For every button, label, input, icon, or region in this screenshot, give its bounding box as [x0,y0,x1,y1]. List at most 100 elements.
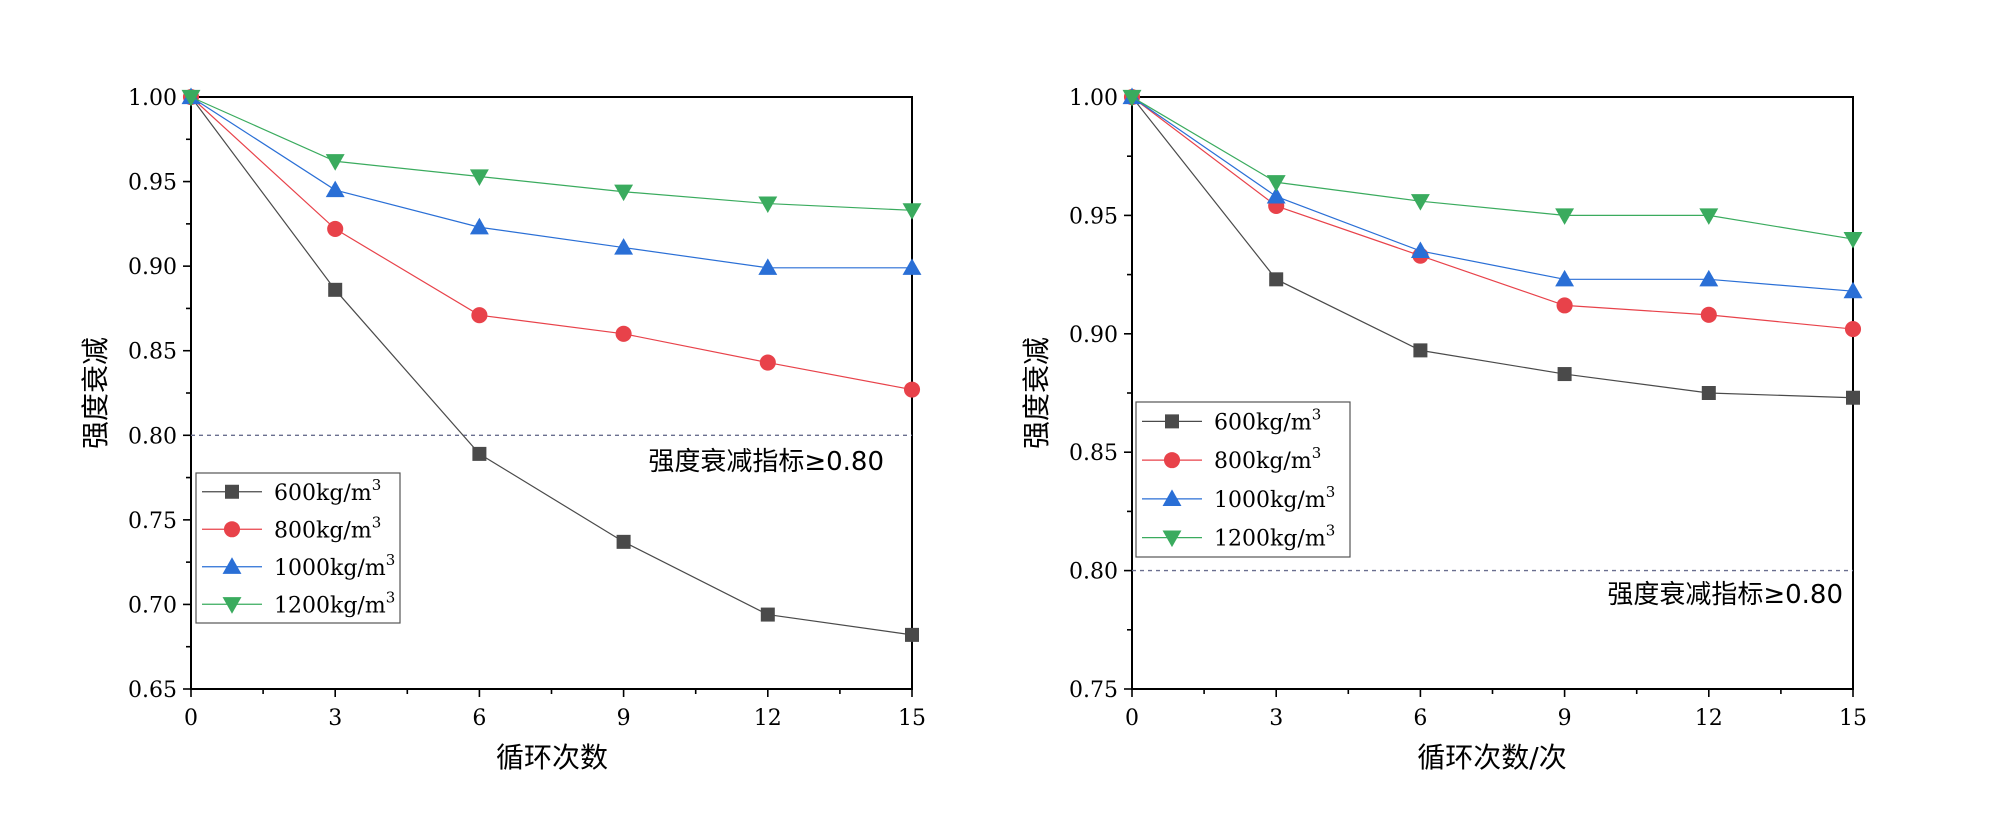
data-point [614,238,634,255]
y-tick-label: 0.90 [128,255,177,280]
series-1000kg/m3 [1122,87,1863,299]
legend-marker [1163,452,1181,469]
series-800kg/m3 [182,88,921,398]
data-point [472,446,487,461]
y-tick-label: 0.75 [1069,678,1118,703]
legend-label: 1200kg/m3 [1214,522,1335,552]
x-tick-label: 0 [1125,706,1139,731]
data-point [1266,175,1286,192]
legend-marker [1162,530,1182,548]
y-tick-label: 1.00 [128,86,177,111]
data-point [1557,367,1572,382]
legend: 600kg/m3 800kg/m3 1000kg/m3 1200kg/m3 [1135,401,1351,558]
reference-annotation: 强度衰减指标≥0.80 [1607,580,1843,610]
data-point [615,325,632,342]
data-point [1701,386,1716,400]
data-point [328,282,343,297]
data-point [759,354,776,371]
x-tick-label: 15 [1839,706,1867,731]
data-point [614,184,634,202]
chart-left: 0.65 0.70 0.75 0.80 0.85 0.90 0.95 1.00 0 3 6 9 12 15… [79,86,926,774]
data-point [1699,208,1719,225]
data-point [1556,297,1573,314]
legend-label: 600kg/m3 [274,476,381,506]
series-600kg/m3 [1125,90,1860,405]
data-point [1410,241,1430,259]
data-point [325,154,345,171]
data-point [902,203,922,220]
series-line [190,96,913,636]
y-tick-label: 0.75 [128,509,177,534]
legend-marker [222,557,242,574]
y-tick-label: 0.80 [128,424,177,449]
data-point [758,258,778,275]
reference-annotation: 强度衰减指标≥0.80 [648,447,884,477]
legend-label: 800kg/m3 [274,513,381,543]
y-tick-label: 1.00 [1069,86,1118,111]
series-line [190,96,913,391]
y-tick-label: 0.95 [1069,204,1118,229]
data-point [760,607,775,622]
data-point [902,258,922,275]
data-point [1266,187,1286,204]
y-axis-title: 强度衰减 [1020,337,1053,449]
x-tick-label: 12 [754,706,782,731]
legend-marker [222,597,242,614]
data-point [1844,321,1862,338]
legend: 600kg/m3 800kg/m3 1000kg/m3 1200kg/m3 [195,472,401,624]
y-tick-label: 0.70 [128,593,177,618]
data-point [1843,231,1863,249]
y-tick-label: 0.65 [128,678,177,703]
chart-right: 0.75 0.80 0.85 0.90 0.95 1.00 0 3 6 9 12 15 循环次数/次 强度… [1020,86,1867,774]
y-axis-title: 强度衰减 [79,337,112,449]
series-line [1131,96,1854,330]
legend-label: 1200kg/m3 [274,588,395,618]
x-tick-label: 6 [472,706,486,731]
y-tick-label: 0.95 [128,171,177,196]
data-point [1410,194,1430,211]
data-point [1843,281,1863,299]
series-1200kg/m3 [181,89,922,220]
data-point [1555,208,1575,225]
y-tick-label: 0.90 [1069,323,1118,348]
data-point [325,180,345,198]
data-point [1699,269,1719,287]
x-tick-label: 12 [1695,706,1723,731]
data-point [1269,272,1284,287]
data-point [616,534,631,549]
legend-marker [223,521,241,538]
x-tick-label: 3 [1269,706,1283,731]
legend-marker [1162,489,1182,506]
data-point [903,381,921,398]
series-line [1131,96,1854,240]
data-point [905,627,919,642]
data-point [471,307,488,324]
data-point [1846,390,1860,405]
x-tick-label: 9 [617,706,631,731]
x-tick-label: 6 [1413,706,1427,731]
legend-marker [225,484,239,499]
series-800kg/m3 [1123,88,1862,338]
series-line [190,96,912,269]
legend-marker [1165,414,1179,429]
legend-label: 800kg/m3 [1214,444,1321,474]
data-point [469,169,489,186]
x-axis-title: 循环次数/次 [1417,741,1566,774]
data-point [1700,306,1717,323]
data-point [181,89,201,107]
data-point [469,217,489,235]
legend-label: 600kg/m3 [1214,405,1321,435]
y-tick-label: 0.85 [1069,441,1118,466]
series-1200kg/m3 [1122,89,1863,249]
series-line [1131,96,1854,292]
x-tick-label: 9 [1558,706,1572,731]
y-tick-label: 0.85 [128,340,177,365]
data-point [1413,343,1428,358]
x-axis-title: 循环次数 [496,741,608,774]
x-tick-label: 15 [898,706,926,731]
data-point [327,220,344,237]
legend-label: 1000kg/m3 [1214,483,1335,513]
series-line [1131,96,1854,399]
series-line [190,96,913,211]
